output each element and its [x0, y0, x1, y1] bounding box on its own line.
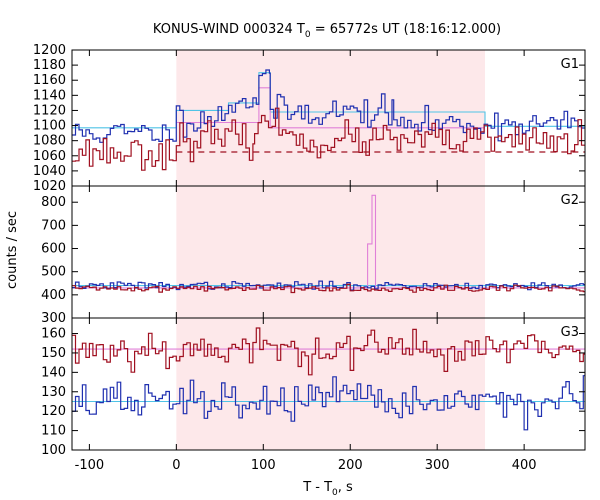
x-axis-label-main: T - T	[302, 480, 332, 495]
y-tick-label: 1160	[33, 73, 66, 88]
chart-title-subscript: 0	[305, 30, 311, 40]
y-tick-label: 1200	[33, 43, 66, 58]
y-tick-label: 100	[41, 443, 66, 458]
panel-frame	[71, 317, 586, 451]
x-tick-label: 300	[425, 458, 450, 473]
x-axis-label-subscript: 0	[332, 488, 338, 498]
y-tick-label: 800	[41, 195, 66, 210]
panel-name-label: G2	[561, 193, 579, 208]
plot-area: 1020104010601080110011201140116011801200…	[33, 43, 586, 473]
y-tick-label: 1140	[33, 88, 66, 103]
y-tick-label: 300	[41, 311, 66, 326]
y-tick-label: 400	[41, 288, 66, 303]
x-tick-label: 100	[251, 458, 276, 473]
series-g2-dark_red	[72, 283, 585, 294]
chart-title-main: KONUS-WIND 000324 T	[153, 22, 305, 37]
background-level-pink	[72, 194, 585, 289]
y-tick-label: 1040	[33, 164, 66, 179]
burst-interval-highlight	[176, 50, 486, 450]
series-g3-dark_red	[72, 327, 585, 376]
x-tick-label: 0	[172, 458, 180, 473]
x-tick-label: 400	[512, 458, 537, 473]
y-tick-label: 1020	[33, 179, 66, 194]
panel-name-label: G3	[561, 325, 579, 340]
series-g1-blue	[72, 69, 585, 143]
x-axis-label: T - T0, s	[302, 480, 353, 498]
y-tick-label: 600	[41, 242, 66, 257]
y-axis-label: counts / sec	[5, 211, 20, 289]
y-tick-label: 120	[41, 404, 66, 419]
y-tick-label: 1180	[33, 58, 66, 73]
panel-name-label: G1	[561, 57, 579, 72]
panel-g1: 1020104010601080110011201140116011801200…	[33, 43, 586, 194]
background-level-pink	[176, 87, 485, 129]
series-g3-blue	[72, 375, 585, 431]
x-tick-label: 200	[338, 458, 363, 473]
y-tick-label: 700	[41, 218, 66, 233]
y-tick-label: 130	[41, 385, 66, 400]
y-tick-label: 1060	[33, 149, 66, 164]
y-tick-label: 140	[41, 365, 66, 380]
panel-g3: 100 110 120 130 140 150 160 G3	[41, 317, 586, 458]
chart-title-rest: = 65772s UT (18:16:12.000)	[311, 22, 501, 37]
y-tick-label: 160	[41, 327, 66, 342]
y-tick-label: 150	[41, 346, 66, 361]
y-tick-label: 500	[41, 265, 66, 280]
y-tick-label: 1120	[33, 103, 66, 118]
y-tick-label: 110	[41, 424, 66, 439]
chart-title: KONUS-WIND 000324 T0 = 65772s UT (18:16:…	[153, 22, 501, 40]
x-tick-label: -100	[75, 458, 105, 473]
y-tick-label: 1100	[33, 119, 66, 134]
y-tick-label: 1080	[33, 134, 66, 149]
series-g1-dark_red	[72, 107, 585, 171]
x-axis-label-rest: , s	[338, 480, 353, 495]
